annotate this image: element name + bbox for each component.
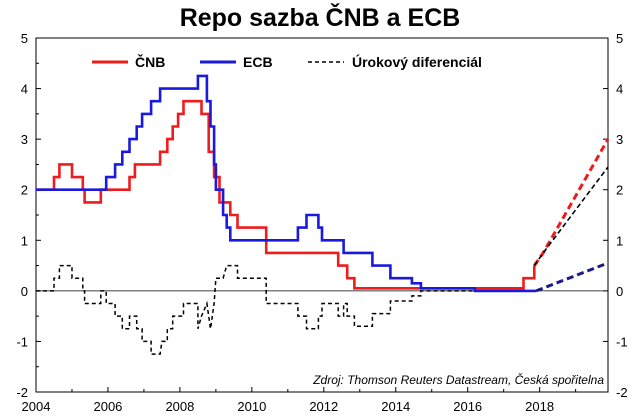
- x-tick-label: 2010: [237, 399, 266, 414]
- x-tick-label: 2014: [381, 399, 410, 414]
- plot-border: [35, 37, 609, 393]
- source-note: Zdroj: Thomson Reuters Datastream, Česká…: [312, 372, 604, 387]
- y-tick-label-left: 1: [21, 233, 28, 248]
- y-tick-label-left: -2: [16, 385, 28, 400]
- y-tick-label-left: 4: [21, 82, 28, 97]
- forecast-line-cnb: [533, 138, 610, 267]
- series-line-cnb: [36, 99, 536, 290]
- legend-label-ecb: ECB: [243, 54, 273, 70]
- legend: ČNB ECB Úrokový diferenciál: [92, 53, 482, 70]
- x-tick-label: 2006: [93, 399, 122, 414]
- y-tick-label-right: -1: [616, 334, 628, 349]
- series-layer: [36, 74, 610, 355]
- x-tick-label: 2018: [525, 399, 554, 414]
- y-tick-label-left: 3: [21, 132, 28, 147]
- y-tick-label-right: -2: [616, 385, 628, 400]
- chart-title: Repo sazba ČNB a ECB: [180, 2, 461, 32]
- x-tick-label: 2016: [453, 399, 482, 414]
- x-tick-label: 2012: [309, 399, 338, 414]
- series-line-ecb: [36, 74, 537, 293]
- y-tick-label-right: 3: [616, 132, 623, 147]
- y-tick-label-right: 5: [616, 31, 623, 46]
- x-tick-label: 2008: [165, 399, 194, 414]
- axis-ticks: -2 -2 -1 -1 0 0 1 1 2 2 3 3 4 4 5 5 2004 2006 2008 2010 2012…: [16, 31, 627, 414]
- legend-label-diff: Úrokový diferenciál: [352, 53, 482, 70]
- plot-frame: [35, 37, 609, 393]
- y-tick-label-left: -1: [16, 334, 28, 349]
- y-tick-label-left: 2: [21, 183, 28, 198]
- x-tick-label: 2004: [22, 399, 51, 414]
- forecast-line-diff: [533, 166, 609, 267]
- y-tick-label-right: 2: [616, 183, 623, 198]
- y-tick-label-left: 5: [21, 31, 28, 46]
- y-tick-label-right: 1: [616, 233, 623, 248]
- forecast-line-ecb: [535, 261, 609, 293]
- series-line-diff: [36, 264, 536, 355]
- y-tick-label-right: 4: [616, 82, 623, 97]
- legend-label-cnb: ČNB: [135, 53, 165, 70]
- y-tick-label-left: 0: [21, 284, 28, 299]
- y-tick-label-right: 0: [616, 284, 623, 299]
